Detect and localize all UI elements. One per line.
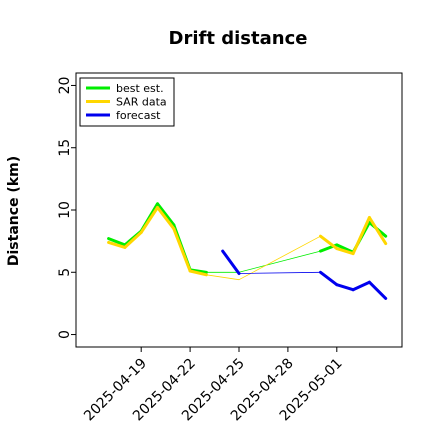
chart-title: Drift distance — [169, 28, 308, 49]
plot-area: 051015202025-04-192025-04-222025-04-2520… — [57, 72, 403, 424]
series-segment — [367, 216, 388, 246]
y-tick-label: 0 — [57, 330, 73, 339]
series-segment — [351, 216, 371, 256]
series-segment — [123, 230, 143, 249]
series-segment — [238, 271, 321, 274]
legend-label: SAR data — [116, 96, 167, 109]
series-segment — [319, 270, 339, 287]
series-segment — [221, 249, 241, 275]
series-segment — [335, 243, 355, 254]
series-segment — [156, 206, 176, 231]
y-axis-label: Distance (km) — [6, 156, 22, 266]
series-segment — [156, 202, 176, 227]
legend-label: forecast — [116, 109, 161, 122]
y-tick-label: 5 — [57, 268, 73, 277]
series-segment — [107, 237, 127, 247]
y-tick-label: 15 — [57, 139, 73, 157]
series-segment — [139, 206, 159, 234]
series-segment — [335, 283, 355, 292]
series-segment — [319, 234, 339, 251]
series-segment — [335, 247, 355, 256]
series-segment — [172, 227, 192, 273]
series-segment — [351, 280, 371, 292]
legend-label: best est. — [116, 82, 164, 95]
series-segment — [238, 250, 321, 273]
series-segment — [188, 269, 208, 277]
series-segment — [107, 240, 127, 249]
y-tick-label: 20 — [57, 77, 73, 95]
series-segment — [238, 235, 321, 281]
series-segment — [205, 274, 240, 281]
y-tick-label: 10 — [57, 201, 73, 219]
series-segment — [367, 280, 388, 300]
